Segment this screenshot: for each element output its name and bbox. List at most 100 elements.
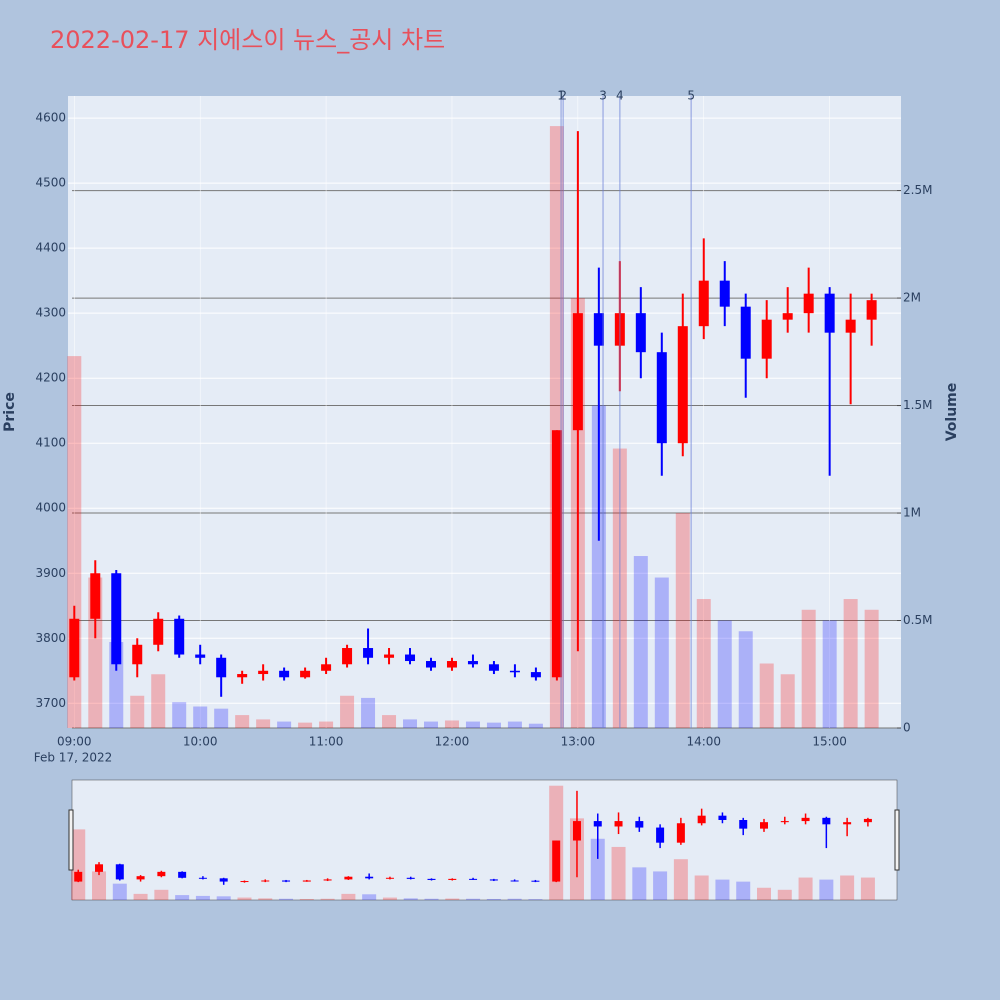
slider-candle-body [157,871,166,877]
slider-candle-body [593,821,602,827]
slider-volume-bar [860,877,875,900]
candle-body [69,618,80,678]
range-slider[interactable] [71,779,898,901]
y2-tick-label: 2.5M [903,183,932,197]
slider-candle-body [469,878,478,880]
slider-candle-body [323,879,332,881]
y-tick-label: 4500 [35,176,66,190]
candle-body [467,661,478,665]
slider-candle-body [697,815,706,824]
candle-body [698,280,709,327]
volume-bar [172,702,187,728]
candle-body [488,664,499,671]
x-tick-label: 09:00 [57,735,92,749]
candle-body [258,670,269,675]
slider-volume-bar [486,898,501,900]
slider-volume-bar [798,877,813,900]
candle-body [237,674,248,678]
y2-tick-label: 1M [903,506,921,520]
y2-tick-label: 1.5M [903,398,932,412]
annotation-label: 3 [599,89,607,103]
chart-title: 2022-02-17 지에스이 뉴스_공시 차트 [50,26,445,54]
volume-bar [130,695,145,728]
candle-body [384,654,395,658]
volume-bar [193,706,208,728]
y-tick-label: 4600 [35,111,66,125]
slider-volume-bar [632,867,647,900]
candle-body [866,300,877,320]
annotation-label: 4 [616,89,624,103]
slider-volume-bar [320,898,335,900]
y-axis-title: Price [2,392,18,432]
slider-candle-body [198,877,207,879]
slider-candle-body [219,878,228,882]
candle-body [761,319,772,359]
volume-bar [214,708,229,728]
volume-bar [235,715,250,728]
slider-volume-bar [424,898,439,900]
slider-volume-bar [507,898,522,900]
slider-candle-body [282,880,291,882]
slider-candle-body [656,827,665,843]
volume-bar [843,599,858,728]
y-tick-label: 3800 [35,631,66,645]
slider-handle-left[interactable] [68,809,74,871]
volume-bar [403,719,418,728]
volume-bar [256,719,271,728]
slider-volume-bar [195,895,210,900]
slider-volume-bar [466,898,481,900]
volume-bar [738,631,753,728]
volume-bar [864,609,879,728]
candle-body [740,306,751,359]
slider-handle-right[interactable] [894,809,900,871]
y-tick-label: 3700 [35,696,66,710]
slider-volume-bar [216,896,231,900]
volume-bar [382,715,397,728]
y-tick-label: 4300 [35,306,66,320]
volume-bar [759,663,774,728]
x-tick-label: 11:00 [309,735,344,749]
slider-volume-bar [112,883,127,900]
slider-volume-bar [819,879,834,900]
candle-body [677,326,688,444]
candle-body [824,293,835,333]
slider-candle-body [780,821,789,823]
slider-candle-body [344,876,353,880]
volume-bar [654,577,669,728]
candle-body [719,280,730,307]
candle-body [279,670,290,678]
candle-body [803,293,814,314]
volume-bar [486,722,501,728]
slider-volume-bar [653,871,668,900]
y-tick-label: 4400 [35,241,66,255]
candle-body [132,644,143,665]
volume-bar [717,620,732,728]
candle-body [321,664,332,671]
candle-body [572,313,583,431]
candle-body [300,670,311,678]
candle-body [174,618,185,655]
candle-body [593,313,604,346]
slider-volume-bar [757,887,772,900]
candle-body [656,352,667,444]
annotation-label: 5 [687,89,695,103]
y2-tick-label: 2M [903,291,921,305]
slider-candle-body [261,880,270,882]
x-tick-label: 10:00 [183,735,218,749]
slider-volume-bar [777,889,792,900]
volume-bar [507,721,522,728]
volume-bar [822,620,837,728]
slider-volume-bar [71,829,86,900]
y-tick-label: 4000 [35,501,66,515]
volume-bar [151,674,166,728]
candle-body [635,313,646,353]
candle-body [153,618,164,645]
slider-candle-body [531,880,540,882]
volume-bar [696,599,711,728]
volume-bar [277,721,292,728]
slider-volume-bar [694,875,709,900]
x-tick-label: 12:00 [435,735,470,749]
x-date-label: Feb 17, 2022 [34,751,113,765]
slider-volume-bar [258,898,273,900]
